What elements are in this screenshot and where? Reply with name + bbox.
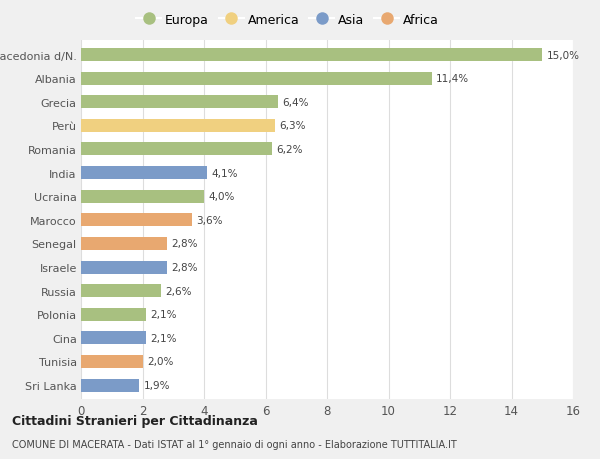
Bar — [81, 96, 278, 109]
Text: 2,8%: 2,8% — [172, 263, 198, 273]
Text: 4,0%: 4,0% — [209, 192, 235, 202]
Bar — [81, 167, 207, 179]
Bar — [81, 355, 143, 368]
Text: 2,1%: 2,1% — [150, 309, 176, 319]
Bar — [81, 331, 146, 345]
Bar — [81, 120, 275, 133]
Text: 6,4%: 6,4% — [283, 98, 309, 107]
Text: 15,0%: 15,0% — [547, 50, 580, 61]
Bar — [81, 73, 431, 85]
Bar — [81, 190, 204, 203]
Text: Cittadini Stranieri per Cittadinanza: Cittadini Stranieri per Cittadinanza — [12, 414, 258, 428]
Text: 2,6%: 2,6% — [166, 286, 192, 296]
Text: 2,0%: 2,0% — [147, 357, 173, 367]
Text: 6,3%: 6,3% — [280, 121, 306, 131]
Legend: Europa, America, Asia, Africa: Europa, America, Asia, Africa — [131, 9, 444, 32]
Bar — [81, 308, 146, 321]
Text: 3,6%: 3,6% — [196, 215, 223, 225]
Bar — [81, 285, 161, 297]
Text: 2,8%: 2,8% — [172, 239, 198, 249]
Bar — [81, 379, 139, 392]
Bar — [81, 214, 192, 227]
Bar — [81, 143, 272, 156]
Bar — [81, 237, 167, 250]
Text: 2,1%: 2,1% — [150, 333, 176, 343]
Text: 6,2%: 6,2% — [276, 145, 303, 155]
Bar — [81, 261, 167, 274]
Text: 4,1%: 4,1% — [212, 168, 238, 178]
Text: 1,9%: 1,9% — [144, 380, 170, 390]
Text: COMUNE DI MACERATA - Dati ISTAT al 1° gennaio di ogni anno - Elaborazione TUTTIT: COMUNE DI MACERATA - Dati ISTAT al 1° ge… — [12, 440, 457, 449]
Text: 11,4%: 11,4% — [436, 74, 469, 84]
Bar — [81, 49, 542, 62]
